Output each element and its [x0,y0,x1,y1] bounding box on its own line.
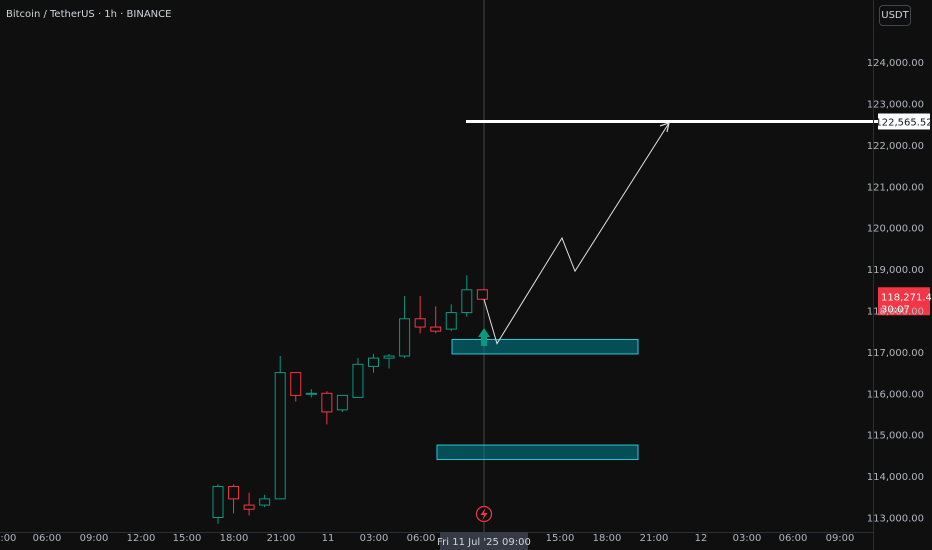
price-tick-label: 122,000.00 [867,141,924,152]
candle-body [461,289,473,314]
upper-demand-zone[interactable] [451,338,639,355]
candle [476,289,488,301]
time-tick-label: 06:00 [779,533,808,544]
projection-path[interactable] [483,122,670,345]
price-tick-label: 116,000.00 [867,389,924,400]
cursor-time-label: Fri 11 Jul '25 09:00 [437,537,531,548]
candle [368,353,379,373]
candle [461,275,473,317]
time-tick-label: 11 [322,533,335,544]
candle-body [259,498,271,506]
candle [243,492,255,516]
currency-button[interactable]: USDT [879,5,911,26]
time-tick-label: 03:00 [360,533,389,544]
candle [305,389,317,398]
candle [212,484,224,524]
time-tick-label: 21:00 [640,533,669,544]
current-price-label: 118,271.41 [881,292,932,303]
candle [259,494,271,508]
candle-body [476,289,488,300]
candle-body [336,394,348,411]
price-tick-label: 121,000.00 [867,182,924,193]
candle-body [212,485,224,519]
lightning-bolt-icon [480,508,488,520]
time-tick-label: 06:00 [407,533,436,544]
candle [445,304,457,332]
price-tick-label: 118,000.00 [867,307,924,318]
time-tick-label: 15:00 [173,533,202,544]
time-tick-label: 00:00 [0,533,16,544]
candle [290,372,302,402]
candle [399,296,411,359]
candle-body [274,372,286,500]
price-tick-label: 120,000.00 [867,224,924,235]
cursor-time-badge [440,532,528,550]
candle-body [368,357,379,367]
candle [228,484,240,514]
price-tick-label: 119,000.00 [867,265,924,276]
candle-body [290,372,302,396]
time-tick-label: 12:00 [127,533,156,544]
current-price-badge [878,287,930,316]
countdown-label: 30:07 [881,304,910,315]
price-tick-label: 115,000.00 [867,431,924,442]
price-tick-label: 124,000.00 [867,58,924,69]
candle-body [383,355,395,359]
price-tick-label: 123,000.00 [867,100,924,111]
time-tick-label: 15:00 [546,533,575,544]
candle [274,356,286,500]
candle [383,353,395,369]
candle-body [352,363,364,398]
candle-body [321,392,333,413]
candle-body [445,312,457,330]
time-tick-label: 18:00 [593,533,622,544]
time-tick-label: 18:00 [220,533,249,544]
time-tick-label: 03:00 [733,533,762,544]
time-tick-label: 09:00 [80,533,109,544]
candle-body [243,504,255,510]
time-tick-label: 09:00 [826,533,855,544]
candle [336,394,348,412]
up-arrow-icon [478,328,490,346]
candle [352,358,364,398]
arrow-head-icon [659,122,670,133]
target-price-badge [878,113,930,130]
candle-body [228,485,240,500]
price-tick-label: 113,000.00 [867,514,924,525]
candle [321,391,333,425]
candle [430,306,442,334]
candle-body [414,318,426,328]
time-tick-label: 21:00 [267,533,296,544]
lower-demand-zone[interactable] [436,444,639,461]
candle-body [305,392,317,395]
time-tick-label: 12 [695,533,708,544]
candle [414,296,426,334]
candle-body [399,318,411,357]
target-price-label: 122,565.52 [875,117,932,128]
price-tick-label: 114,000.00 [867,472,924,483]
time-tick-label: 06:00 [33,533,62,544]
candle-body [430,326,442,332]
symbol-title[interactable]: Bitcoin / TetherUS · 1h · BINANCE [6,9,172,20]
price-tick-label: 117,000.00 [867,348,924,359]
